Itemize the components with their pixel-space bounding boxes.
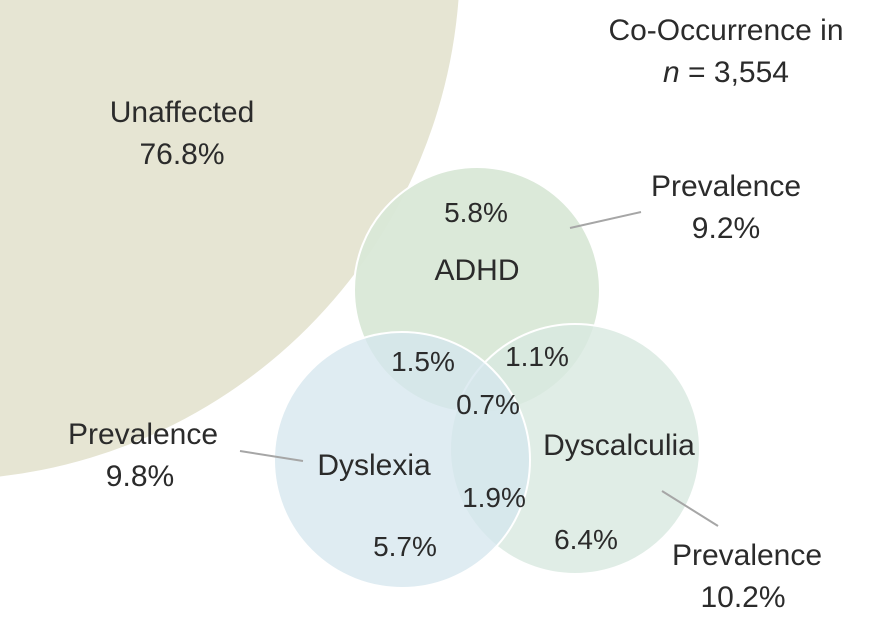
title-sample-size: = 3,554 <box>680 56 789 89</box>
adhd-only-value: 5.8% <box>444 197 508 228</box>
all-three-overlap-value: 0.7% <box>456 389 520 420</box>
title-sample-var: n <box>663 56 680 89</box>
dyslexia-only-value: 5.7% <box>373 531 437 562</box>
unaffected-circle <box>0 0 459 477</box>
adhd-dyslexia-overlap-value: 1.5% <box>391 346 455 377</box>
adhd-leader-line <box>569 211 642 229</box>
dyscalculia-prevalence-value: 10.2% <box>700 581 785 614</box>
diagram-title-line2: n = 3,554 <box>663 56 789 89</box>
dyslexia-prevalence-value: 9.8% <box>106 460 174 493</box>
dyslexia-label: Dyslexia <box>317 449 431 482</box>
adhd-prevalence-value: 9.2% <box>692 212 760 245</box>
adhd-dyscalculia-overlap-value: 1.1% <box>505 341 569 372</box>
dyscalculia-label: Dyscalculia <box>543 429 695 462</box>
dyscalculia-prevalence-label: Prevalence <box>672 539 822 572</box>
dyslexia-leader-line <box>239 450 304 462</box>
dyscalculia-only-value: 6.4% <box>554 524 618 555</box>
adhd-prevalence-label: Prevalence <box>651 170 801 203</box>
diagram-title-line1: Co-Occurrence in <box>608 14 843 47</box>
dyslexia-circle <box>273 331 531 589</box>
adhd-label: ADHD <box>434 254 519 287</box>
dyscalculia-leader-line <box>661 490 719 527</box>
dyslexia-dyscalculia-overlap-value: 1.9% <box>462 482 526 513</box>
unaffected-value: 76.8% <box>139 138 224 171</box>
unaffected-label: Unaffected <box>110 96 255 129</box>
dyslexia-prevalence-label: Prevalence <box>68 418 218 451</box>
